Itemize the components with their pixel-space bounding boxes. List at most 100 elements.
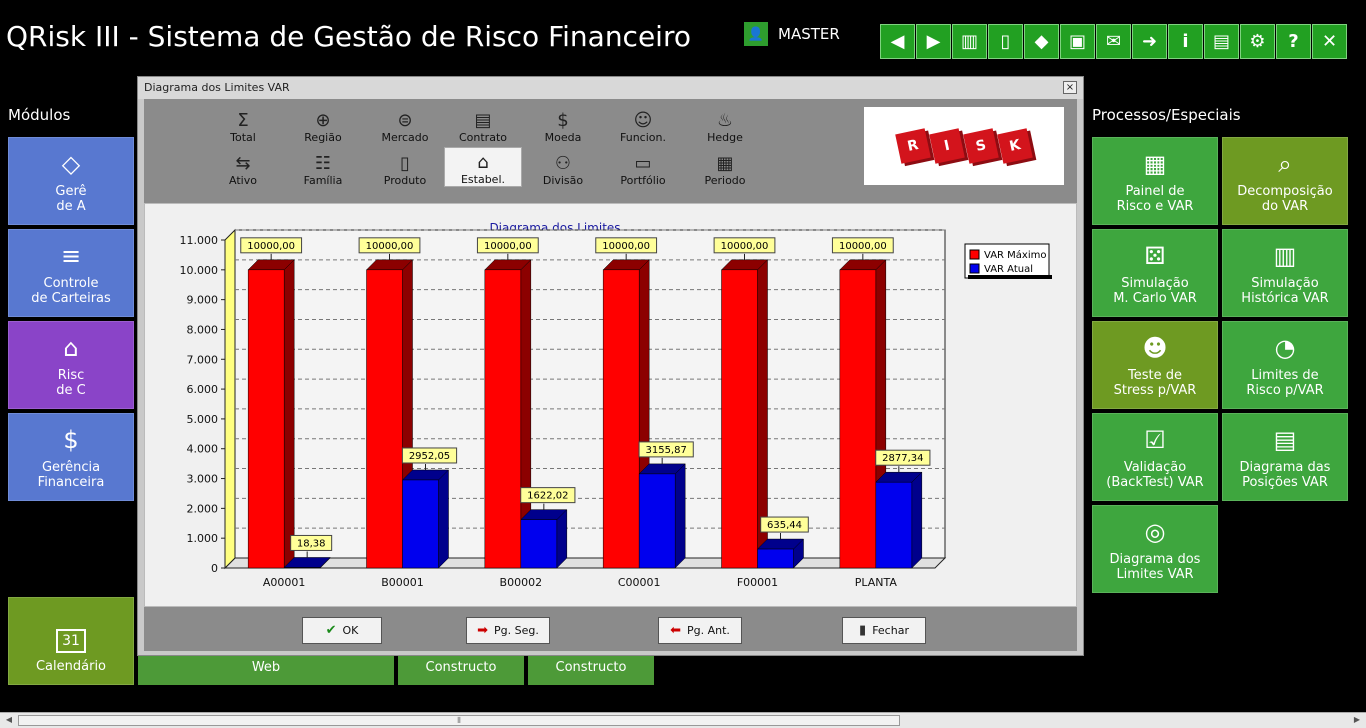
group-button-produto[interactable]: ▯ Produto <box>366 147 444 188</box>
process-tile[interactable]: ◎ Diagrama dos Limites VAR <box>1092 505 1218 593</box>
data-label: 10000,00 <box>721 241 769 252</box>
constructo-tile-2[interactable]: Constructo <box>528 654 654 685</box>
legend-label: VAR Máximo <box>984 249 1046 261</box>
process-tile[interactable]: ⚄ Simulação M. Carlo VAR <box>1092 229 1218 317</box>
process-tile[interactable]: ⌕ Decomposição do VAR <box>1222 137 1348 225</box>
group-button-regio[interactable]: ⊕ Região <box>284 104 362 145</box>
mail-button[interactable]: ✉ <box>1096 24 1131 59</box>
group-button-hedge[interactable]: ♨ Hedge <box>686 104 764 145</box>
process-tile[interactable]: ☻ Teste de Stress p/VAR <box>1092 321 1218 409</box>
process-icon: ☑ <box>1144 426 1166 454</box>
module-label-1: Gerê <box>55 184 87 199</box>
group-icon: ⌂ <box>477 152 489 173</box>
scroll-thumb[interactable]: ⦀ <box>18 715 900 726</box>
group-button-diviso[interactable]: ⚇ Divisão <box>524 147 602 188</box>
risk-cube: R <box>895 128 931 164</box>
module-tile[interactable]: ≡ Controle de Carteiras <box>8 229 134 317</box>
process-tile[interactable]: ▥ Simulação Histórica VAR <box>1222 229 1348 317</box>
horizontal-scrollbar[interactable]: ◀ ⦀ ▶ <box>0 712 1366 728</box>
button-icon: ➡ <box>477 623 489 638</box>
process-tile[interactable]: ☑ Validação (BackTest) VAR <box>1092 413 1218 501</box>
settings-button[interactable]: ⚙ <box>1240 24 1275 59</box>
dialog-titlebar: Diagrama dos Limites VAR × <box>138 77 1083 99</box>
dialog-close-icon[interactable]: × <box>1063 81 1077 94</box>
group-button-moeda[interactable]: $ Moeda <box>524 104 602 145</box>
module-tile[interactable]: ◇ Gerê de A <box>8 137 134 225</box>
dialog-button-ok[interactable]: ✔ OK <box>302 617 382 644</box>
group-button-estabel[interactable]: ⌂ Estabel. <box>444 147 522 187</box>
group-icon: Σ <box>237 110 249 131</box>
group-button-mercado[interactable]: ⊜ Mercado <box>366 104 444 145</box>
process-tile[interactable]: ▦ Painel de Risco e VAR <box>1092 137 1218 225</box>
group-button-periodo[interactable]: ▦ Periodo <box>686 147 764 188</box>
group-icon: ▤ <box>474 110 492 131</box>
bar-var-atual <box>757 548 794 569</box>
data-label: 10000,00 <box>602 241 650 252</box>
traffic-light-button[interactable]: ▥ <box>952 24 987 59</box>
scroll-right-icon[interactable]: ▶ <box>1353 715 1361 724</box>
group-button-funcion[interactable]: ☺ Funcion. <box>604 104 682 145</box>
plot-back-wall <box>234 229 946 559</box>
web-tile[interactable]: Web <box>138 654 394 685</box>
help-button[interactable]: ? <box>1276 24 1311 59</box>
process-tile[interactable]: ◔ Limites de Risco p/VAR <box>1222 321 1348 409</box>
dialog-title: Diagrama dos Limites VAR <box>144 81 290 94</box>
group-icon: ⊜ <box>397 110 413 131</box>
process-icon: ⚄ <box>1144 242 1166 270</box>
group-button-contrato[interactable]: ▤ Contrato <box>444 104 522 145</box>
plot-floor <box>223 557 947 569</box>
group-icon: ▭ <box>634 153 652 174</box>
calendar-tile[interactable]: 31 Calendário <box>8 597 134 685</box>
process-tile[interactable]: ▤ Diagrama das Posições VAR <box>1222 413 1348 501</box>
info-button[interactable]: i <box>1168 24 1203 59</box>
close-button[interactable]: ✕ <box>1312 24 1347 59</box>
process-icon: ▦ <box>1143 150 1167 178</box>
x-category-label: F00001 <box>737 576 778 589</box>
y-tick-label: 10.000 <box>180 264 219 277</box>
process-label-2: Limites VAR <box>1116 567 1194 582</box>
data-label-box <box>401 447 458 464</box>
data-label: 10000,00 <box>484 241 532 252</box>
group-icon: ⇆ <box>235 153 251 174</box>
bar-var-maximo <box>366 269 403 569</box>
dialog-body: R I S K Σ Total ⊕ Região ⊜ Mercado ▤ Contra… <box>144 99 1077 651</box>
module-tile[interactable]: ⌂ Risc de C <box>8 321 134 409</box>
fill-button[interactable]: ◆ <box>1024 24 1059 59</box>
document-button[interactable]: ▤ <box>1204 24 1239 59</box>
module-label-2: de C <box>56 383 86 398</box>
y-tick-label: 6.000 <box>187 383 219 396</box>
user-icon: 👤 <box>744 22 768 46</box>
group-button-famlia[interactable]: ☷ Família <box>284 147 362 188</box>
data-label-box <box>638 441 694 458</box>
button-icon: ⬅ <box>670 623 681 638</box>
y-tick-label: 0 <box>211 562 218 575</box>
y-tick-label: 2.000 <box>187 502 219 515</box>
group-icon: $ <box>557 110 569 131</box>
module-label-1: Gerência <box>41 460 101 475</box>
group-button-ativo[interactable]: ⇆ Ativo <box>204 147 282 188</box>
group-label: Ativo <box>229 174 257 187</box>
group-label: Portfólio <box>620 174 666 187</box>
constructo-tile-1[interactable]: Constructo <box>398 654 524 685</box>
bar-var-atual <box>283 567 321 569</box>
legend-swatch <box>969 249 980 260</box>
signal-button[interactable]: ▯ <box>988 24 1023 59</box>
monitor-button[interactable]: ▣ <box>1060 24 1095 59</box>
scroll-left-icon[interactable]: ◀ <box>5 715 13 724</box>
module-tile[interactable]: $ Gerência Financeira <box>8 413 134 501</box>
button-label: Pg. Ant. <box>686 624 730 637</box>
dialog-button-fechar[interactable]: ▮ Fechar <box>842 617 926 644</box>
back-button[interactable]: ◀ <box>880 24 915 59</box>
module-label-2: de A <box>56 199 86 214</box>
y-tick-label: 1.000 <box>187 532 219 545</box>
group-button-portflio[interactable]: ▭ Portfólio <box>604 147 682 188</box>
dialog-button-pgant[interactable]: ⬅ Pg. Ant. <box>658 617 742 644</box>
forward-button[interactable]: ▶ <box>916 24 951 59</box>
module-label-2: de Carteiras <box>31 291 111 306</box>
limits-diagram-dialog: Diagrama dos Limites VAR × R I S K Σ Tot… <box>137 76 1084 656</box>
bar-side <box>283 259 295 569</box>
dialog-button-pgseg[interactable]: ➡ Pg. Seg. <box>466 617 550 644</box>
y-tick-label: 11.000 <box>180 234 219 247</box>
transfer-button[interactable]: ➜ <box>1132 24 1167 59</box>
group-button-total[interactable]: Σ Total <box>204 104 282 145</box>
